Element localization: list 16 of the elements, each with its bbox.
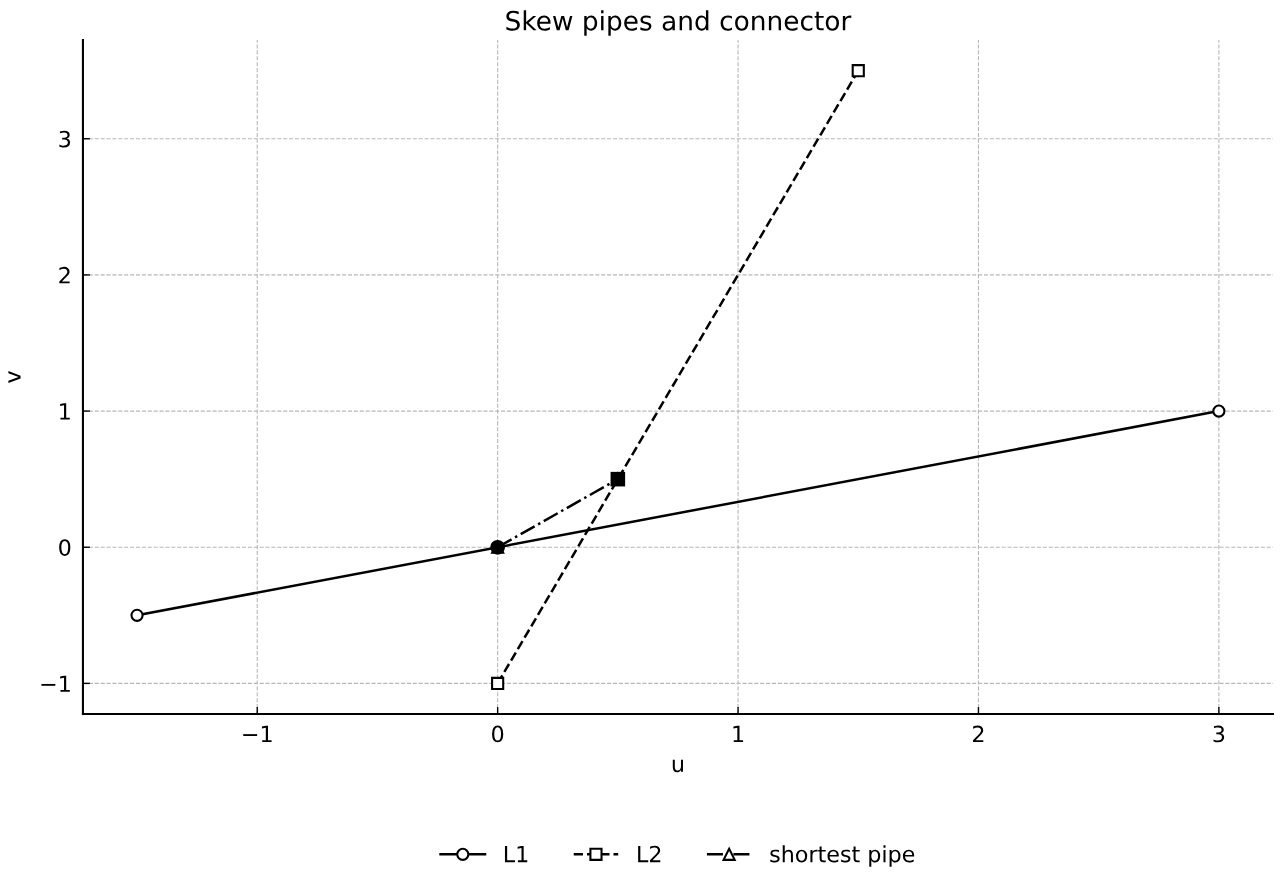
- legend-label: shortest pipe: [770, 845, 915, 867]
- y-tick-label: 1: [60, 403, 70, 420]
- y-tick-label: 3: [59, 130, 71, 148]
- legend-label: L2: [638, 845, 661, 863]
- x-tick-label: 2: [973, 725, 984, 743]
- chart-title: Skew pipes and connector: [506, 10, 852, 36]
- y-tick-label: 0: [59, 539, 71, 556]
- y-axis-title: v: [8, 371, 21, 383]
- x-tick-label: 0: [492, 725, 504, 743]
- x-tick-label: 3: [1213, 725, 1225, 743]
- x-tick-label: −1: [243, 725, 272, 743]
- y-tick-label: 2: [59, 266, 70, 284]
- x-axis-title: u: [672, 759, 683, 773]
- legend-label: L1: [504, 845, 528, 863]
- y-tick-label: −1: [41, 675, 70, 692]
- x-tick-label: 1: [733, 725, 744, 743]
